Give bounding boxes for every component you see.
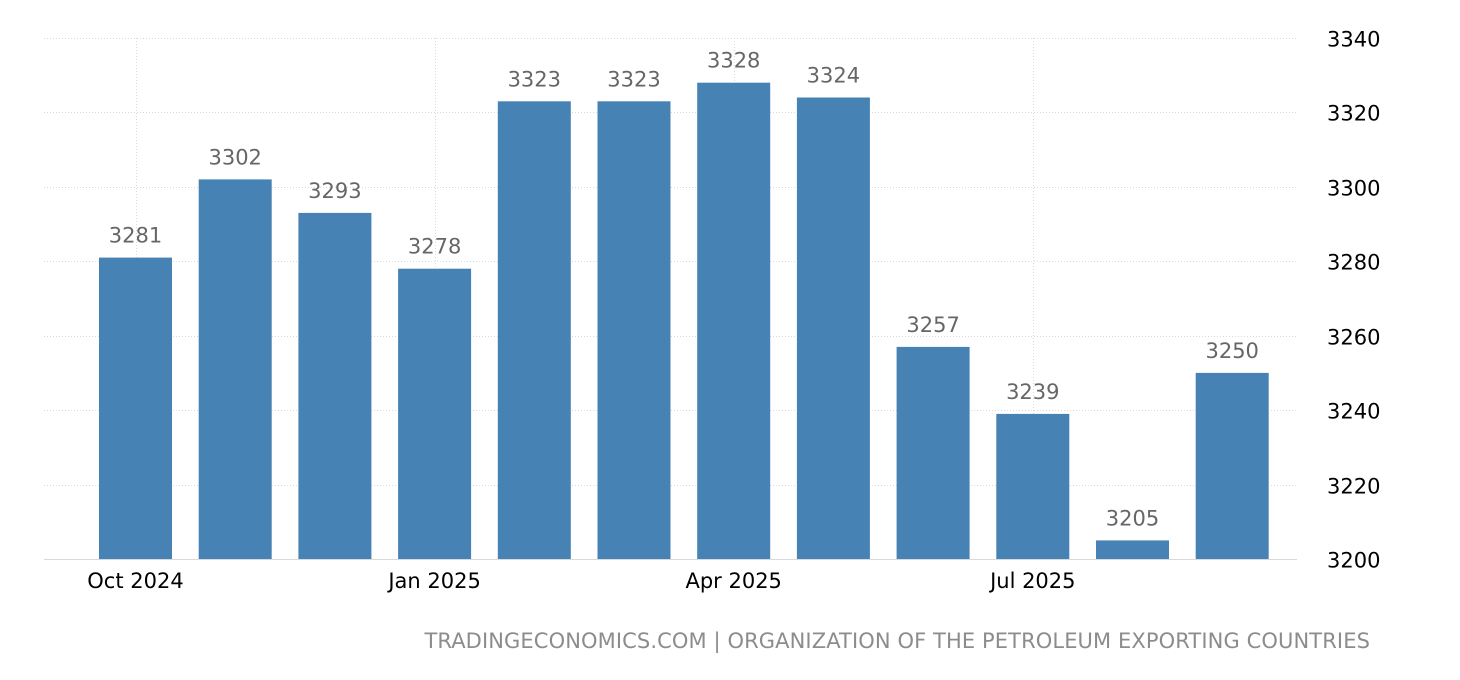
bar xyxy=(198,179,272,559)
y-tick-label: 3220 xyxy=(1327,475,1380,499)
data-labels: 3281 3302 3293 3278 3323 3323 3328 3324 3257 3239… xyxy=(109,49,1259,531)
data-label: 3323 xyxy=(508,67,561,91)
data-label: 3257 xyxy=(906,313,959,337)
data-label: 3328 xyxy=(707,49,760,73)
data-label: 3250 xyxy=(1205,339,1258,363)
x-tick-label: Apr 2025 xyxy=(685,569,781,593)
bar xyxy=(597,101,671,560)
x-tick-label: Jul 2025 xyxy=(988,569,1075,593)
data-label: 3302 xyxy=(208,145,261,169)
y-tick-label: 3320 xyxy=(1327,102,1380,126)
y-axis: 3200 3220 3240 3260 3280 3300 3320 3340 xyxy=(1327,28,1380,573)
x-axis: Oct 2024 Jan 2025 Apr 2025 Jul 2025 xyxy=(87,569,1075,593)
bar xyxy=(1096,540,1169,559)
data-label: 3293 xyxy=(308,179,361,203)
data-label: 3281 xyxy=(109,224,162,248)
data-label: 3323 xyxy=(607,67,660,91)
bar xyxy=(896,346,970,559)
bar xyxy=(996,413,1070,559)
bar xyxy=(99,257,172,559)
y-tick-label: 3280 xyxy=(1327,251,1380,275)
bar xyxy=(497,101,571,560)
y-tick-label: 3340 xyxy=(1327,28,1380,52)
data-label: 3324 xyxy=(807,64,860,88)
x-tick-label: Oct 2024 xyxy=(87,569,183,593)
y-tick-label: 3240 xyxy=(1327,400,1380,424)
bars xyxy=(99,82,1269,560)
bar xyxy=(298,212,372,559)
x-tick-label: Jan 2025 xyxy=(386,569,481,593)
gridlines xyxy=(44,38,1297,560)
y-tick-label: 3260 xyxy=(1327,326,1380,350)
data-label: 3205 xyxy=(1106,506,1159,530)
bar xyxy=(1195,372,1269,559)
data-label: 3278 xyxy=(408,235,461,259)
bar xyxy=(796,97,870,559)
bar xyxy=(697,82,771,559)
source-caption: TRADINGECONOMICS.COM | ORGANIZATION OF T… xyxy=(424,629,1370,653)
bar xyxy=(398,268,472,559)
y-tick-label: 3200 xyxy=(1327,549,1380,573)
data-label: 3239 xyxy=(1006,380,1059,404)
y-tick-label: 3300 xyxy=(1327,177,1380,201)
